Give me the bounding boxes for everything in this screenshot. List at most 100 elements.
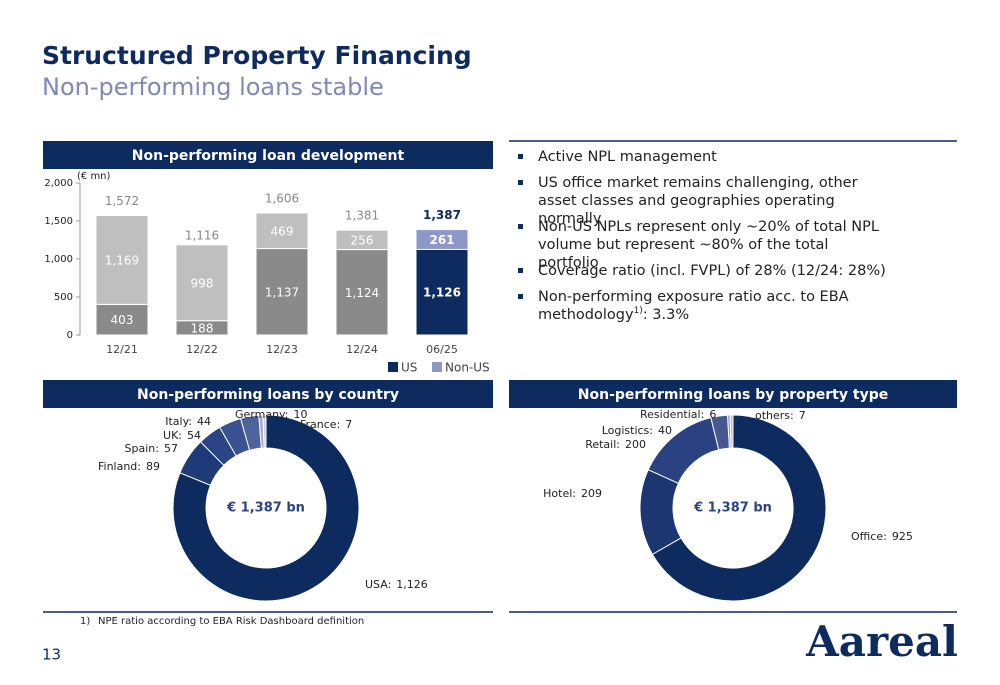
bullet-line: Non-performing exposure ratio acc. to EB… <box>538 289 849 305</box>
x-tick-label: 12/21 <box>106 343 138 356</box>
bar-value-label: 1,169 <box>105 253 139 267</box>
bar-segment <box>335 229 389 251</box>
bar-segment <box>95 215 149 305</box>
total-label: 1,381 <box>345 209 379 223</box>
superscript: 1) <box>634 306 643 316</box>
bullet-line: methodology <box>538 307 634 323</box>
slice-category: UK: <box>163 429 182 442</box>
bullet-line: portfolio <box>538 255 599 271</box>
center-label: € 1,387 bn <box>693 501 772 516</box>
bullet-line: Coverage ratio (incl. FVPL) of 28% (12/2… <box>538 263 886 279</box>
bullet-text: Active NPL management <box>538 149 717 165</box>
bar-value-label: 403 <box>111 313 134 327</box>
legend-swatch <box>388 362 398 372</box>
slice-label: UK: 54 <box>163 429 201 442</box>
slice-label: USA: 1,126 <box>365 578 428 591</box>
bar-segment <box>255 212 309 250</box>
chart-title: Non-performing loans by property type <box>578 387 888 403</box>
y-tick-label: 500 <box>54 292 73 303</box>
slice-category: Hotel: <box>543 487 576 500</box>
slice-category: Germany: <box>235 408 288 421</box>
slice-value: 54 <box>187 429 201 442</box>
x-tick-label: 12/24 <box>346 343 378 356</box>
bar-segment <box>415 248 469 336</box>
subtitle: Non-performing loans stable <box>42 73 384 101</box>
bullet-line: volume but represent ~80% of the total <box>538 237 828 253</box>
legend-swatch <box>432 362 442 372</box>
bar-value-label: 1,137 <box>265 285 299 299</box>
total-label: 1,606 <box>265 191 299 205</box>
slice-label: France: 7 <box>300 418 352 431</box>
x-tick-label: 12/22 <box>186 343 218 356</box>
slice-label: Office: 925 <box>851 530 913 543</box>
bullet-marker <box>518 294 523 299</box>
bar-segment <box>335 249 389 336</box>
bar-value-label: 998 <box>191 276 214 290</box>
header-bar <box>43 141 493 169</box>
y-tick-label: 2,000 <box>44 178 73 189</box>
y-tick-label: 1,500 <box>44 216 73 227</box>
slice-category: Residential: <box>640 408 704 421</box>
bar-segment <box>255 248 309 336</box>
slice-label: Finland: 89 <box>98 460 160 473</box>
bar-value-label: 188 <box>191 321 214 335</box>
bullet-line: asset classes and geographies operating <box>538 193 835 209</box>
footnote-marker: 1) <box>80 616 90 627</box>
chart-title: Non-performing loans by country <box>137 387 399 403</box>
slice-category: Finland: <box>98 460 141 473</box>
bullet-marker <box>518 268 523 273</box>
slice-label: Hotel: 209 <box>543 487 602 500</box>
slice-value: 40 <box>658 424 672 437</box>
total-label: 1,116 <box>185 229 219 243</box>
bar-value-label: 469 <box>271 224 294 238</box>
bar-segment <box>95 303 149 336</box>
slice-label: others: 7 <box>755 409 806 422</box>
slice-category: Logistics: <box>602 424 653 437</box>
donut-slice <box>262 414 267 449</box>
bullet-line: normally <box>538 211 602 227</box>
donut-slice <box>729 414 734 449</box>
chart-title: Non-performing loan development <box>132 148 405 164</box>
slice-label: Logistics: 40 <box>602 424 672 437</box>
bullet-line: US office market remains challenging, ot… <box>538 175 858 191</box>
slice-value: 200 <box>625 438 646 451</box>
bullet-text: US office market remains challenging, ot… <box>538 175 858 227</box>
center-label: € 1,387 bn <box>226 501 305 516</box>
x-tick-label: 12/23 <box>266 343 298 356</box>
total-label: 1,387 <box>423 208 461 222</box>
bar-value-label: 256 <box>351 233 374 247</box>
bar-value-label: 261 <box>429 233 454 247</box>
slice-label: Residential: 6 <box>640 408 716 421</box>
slice-label: Italy: 44 <box>165 415 211 428</box>
slice-value: 57 <box>164 442 178 455</box>
page-number: 13 <box>42 646 61 664</box>
slice-category: France: <box>300 418 340 431</box>
slice-category: Spain: <box>125 442 159 455</box>
slice-value: 7 <box>345 418 352 431</box>
bar-value-label: 1,126 <box>423 286 461 300</box>
slice-category: USA: <box>365 578 391 591</box>
slice-value: 10 <box>293 408 307 421</box>
slice-value: 7 <box>799 409 806 422</box>
slice-value: 209 <box>581 487 602 500</box>
slice-value: 44 <box>197 415 211 428</box>
header-bar <box>43 380 493 408</box>
slice-value: 925 <box>892 530 913 543</box>
bar-segment <box>175 244 229 322</box>
bullet-marker <box>518 180 523 185</box>
title: Structured Property Financing <box>42 41 472 70</box>
bullet-line: Active NPL management <box>538 149 717 165</box>
bar-value-label: 1,124 <box>345 286 379 300</box>
bar-segment <box>415 229 469 250</box>
slice-label: Spain: 57 <box>125 442 178 455</box>
slice-label: Retail: 200 <box>585 438 646 451</box>
y-tick-label: 0 <box>67 330 73 341</box>
donut-slice <box>651 414 827 602</box>
bullet-marker <box>518 154 523 159</box>
donut-slice <box>639 469 682 556</box>
bullet-suffix: : 3.3% <box>643 307 689 323</box>
bullet-text: Non-US NPLs represent only ~20% of total… <box>538 219 879 271</box>
donut-slice <box>172 414 360 602</box>
legend-label: US <box>401 361 417 375</box>
